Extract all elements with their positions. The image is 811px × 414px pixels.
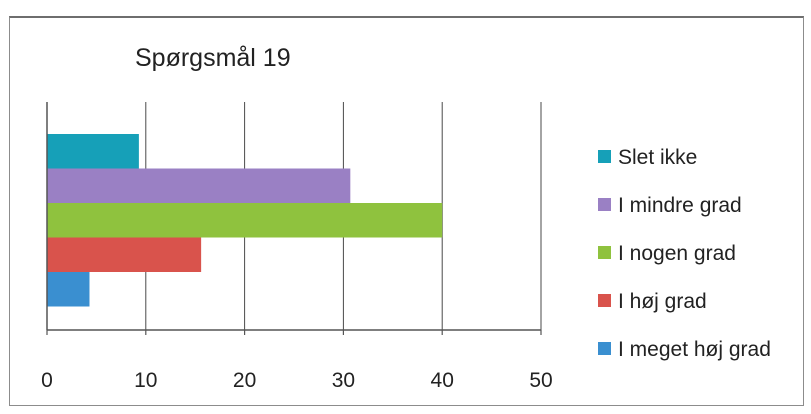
x-axis: 0 10 20 30 40 50	[41, 102, 553, 392]
x-tick-label: 0	[41, 369, 53, 392]
legend-label: I meget høj grad	[618, 338, 771, 361]
legend: Slet ikke I mindre grad I nogen grad I høj …	[598, 146, 771, 361]
bar-5	[47, 272, 90, 307]
bar-2	[47, 168, 351, 203]
x-tick-label: 40	[431, 369, 454, 392]
bar-1	[47, 134, 139, 169]
legend-label: I høj grad	[618, 290, 707, 313]
legend-swatch	[598, 294, 611, 307]
legend-label: Slet ikke	[618, 146, 697, 169]
legend-label: I nogen grad	[618, 242, 736, 265]
chart-title: Spørgsmål 19	[135, 44, 291, 72]
bar-3	[47, 203, 443, 238]
x-tick-label: 10	[134, 369, 157, 392]
x-tick-label: 20	[233, 369, 256, 392]
legend-swatch	[598, 246, 611, 259]
legend-swatch	[598, 342, 611, 355]
legend-label: I mindre grad	[618, 194, 742, 217]
x-tick-label: 30	[332, 369, 355, 392]
legend-swatch	[598, 198, 611, 211]
bars	[47, 134, 443, 307]
x-tick-label: 50	[529, 369, 552, 392]
bar-4	[47, 237, 202, 272]
legend-swatch	[598, 150, 611, 163]
